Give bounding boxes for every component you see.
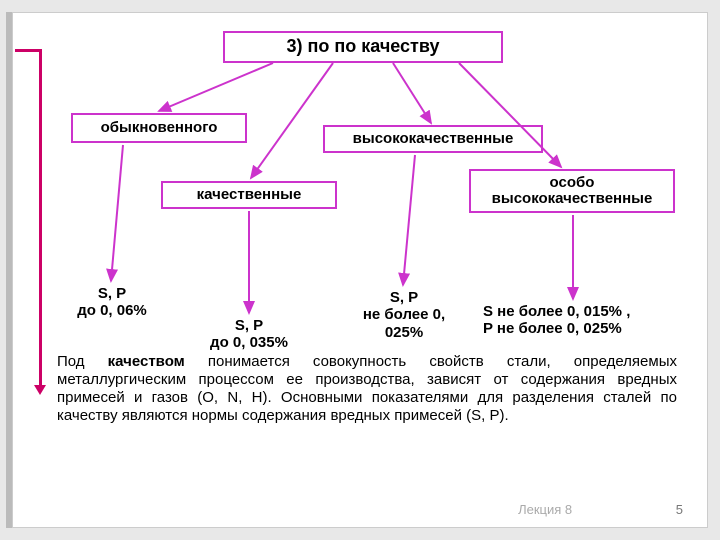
slide-frame: 3) по по качеству обыкновенного высокока… bbox=[12, 12, 708, 528]
accent-bar bbox=[39, 49, 42, 389]
label-sp1: S, Pдо 0, 06% bbox=[57, 285, 167, 320]
box-extra-high-quality: особо высококачественные bbox=[469, 169, 675, 213]
label-sp3: S, Pне более 0, 025% bbox=[349, 289, 459, 341]
box-quality: качественные bbox=[161, 181, 337, 209]
footer: Лекция 8 5 bbox=[518, 502, 683, 517]
box-ordinary-label: обыкновенного bbox=[101, 120, 218, 137]
arrow-layer bbox=[13, 13, 707, 527]
label-sp2: S, Pдо 0, 035% bbox=[189, 317, 309, 352]
box-high-quality: высококачественные bbox=[323, 125, 543, 153]
body-paragraph: Под качеством понимается совокупность св… bbox=[57, 353, 677, 425]
box-quality-label: качественные bbox=[197, 187, 302, 204]
label-sp4: S не более 0, 015% ,P не более 0, 025% bbox=[483, 303, 683, 338]
box-highq-label: высококачественные bbox=[353, 131, 514, 148]
box-ordinary: обыкновенного bbox=[71, 113, 247, 143]
footer-page: 5 bbox=[676, 502, 683, 517]
footer-lecture: Лекция 8 bbox=[518, 502, 572, 517]
title-box: 3) по по качеству bbox=[223, 31, 503, 63]
box-extra-label: особо высококачественные bbox=[477, 175, 667, 208]
title-text: 3) по по качеству bbox=[287, 37, 440, 57]
